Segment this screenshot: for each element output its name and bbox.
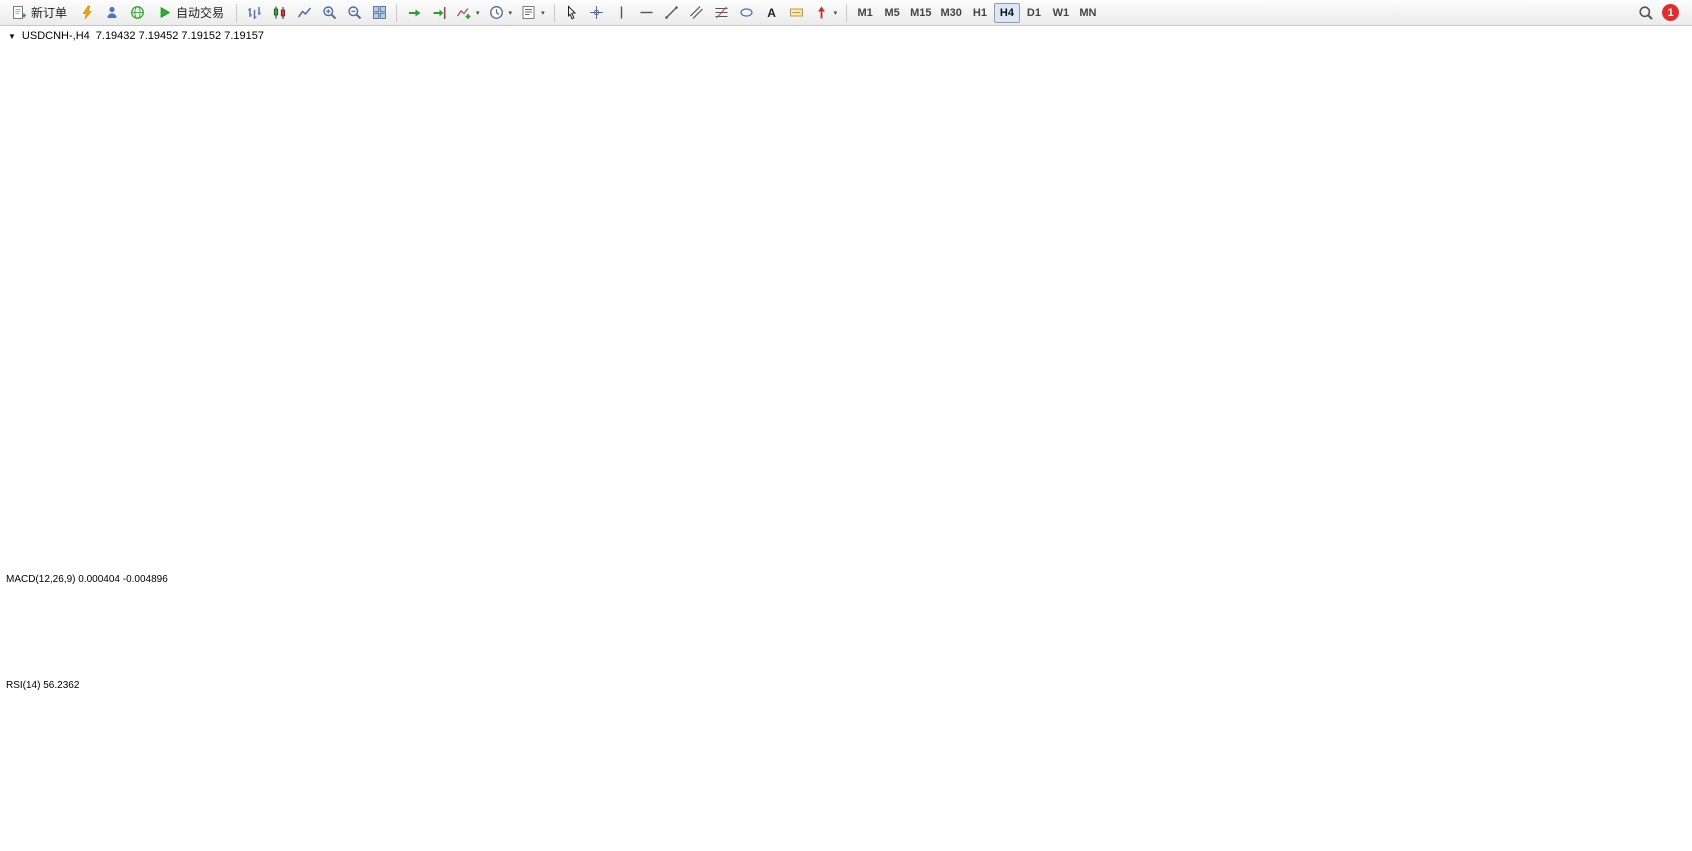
cursor-icon (568, 5, 577, 20)
toolbar-separator (396, 3, 398, 22)
timeframe-m1-button[interactable]: M1 (852, 3, 878, 23)
timeframe-d1-button[interactable]: D1 (1021, 3, 1047, 23)
chart-canvas[interactable] (0, 26, 1692, 851)
new-order-icon (13, 6, 26, 19)
zoom-out-icon (347, 6, 361, 20)
trendline-button[interactable] (660, 2, 684, 24)
channel-button[interactable] (685, 2, 709, 24)
trendline-icon (665, 6, 678, 19)
chart-window: ▼ USDCNH-,H4 7.19432 7.19452 7.19152 7.1… (0, 26, 1692, 851)
new-order-label: 新订单 (31, 6, 68, 20)
vertical-line-button[interactable] (610, 2, 634, 24)
bar-chart-button[interactable] (242, 2, 266, 24)
toolbar: 新订单 自动交易 ▾ ▾ ▾ A ▾ M1 M5 M15 M30 H1 H4 D… (0, 0, 1692, 26)
cursor-button[interactable] (560, 2, 584, 24)
templates-button[interactable]: ▾ (517, 2, 549, 24)
shapes-button[interactable] (735, 2, 759, 24)
tile-windows-icon (372, 6, 386, 19)
label-icon (790, 8, 804, 17)
candlestick-chart-icon (273, 6, 285, 19)
rsi-indicator-label: RSI(14) 56.2362 (6, 680, 80, 691)
chart-ohlc-values: 7.19432 7.19452 7.19152 7.19157 (95, 30, 264, 42)
zoom-in-button[interactable] (317, 2, 341, 24)
one-click-trading-arrow[interactable]: ▼ (8, 31, 16, 41)
crosshair-button[interactable] (585, 2, 609, 24)
label-button[interactable] (785, 2, 809, 24)
search-icon (1638, 6, 1653, 20)
periods-icon (489, 6, 503, 19)
auto-scroll-button[interactable] (402, 2, 426, 24)
timeframe-m15-button[interactable]: M15 (906, 3, 935, 23)
candlestick-chart-button[interactable] (267, 2, 291, 24)
timeframe-m30-button[interactable]: M30 (937, 3, 966, 23)
timeframe-m5-button[interactable]: M5 (879, 3, 905, 23)
chevron-down-icon: ▾ (476, 9, 480, 17)
shapes-icon (740, 8, 753, 17)
timeframe-h1-button[interactable]: H1 (967, 3, 993, 23)
timeframe-w1-button[interactable]: W1 (1048, 3, 1074, 23)
zoom-in-icon (322, 6, 336, 20)
auto-scroll-icon (408, 9, 421, 17)
toolbar-separator (236, 3, 238, 22)
chevron-down-icon: ▾ (541, 9, 545, 17)
globe-icon (130, 6, 144, 19)
svg-text:A: A (767, 6, 776, 20)
horizontal-line-icon (640, 11, 653, 14)
lightning-icon (82, 5, 92, 20)
globe-button[interactable] (125, 2, 149, 24)
bar-chart-icon (247, 7, 261, 19)
chevron-down-icon: ▾ (833, 9, 838, 17)
indicators-button[interactable]: ▾ (452, 2, 484, 24)
chevron-down-icon: ▾ (508, 9, 513, 17)
text-icon: A (767, 6, 776, 20)
chart-shift-icon (433, 7, 446, 19)
chart-title: ▼ USDCNH-,H4 7.19432 7.19452 7.19152 7.1… (8, 30, 264, 42)
timeframe-h4-button[interactable]: H4 (993, 2, 1020, 23)
timeframe-mn-button[interactable]: MN (1075, 3, 1101, 23)
toolbar-separator (846, 3, 848, 22)
tile-windows-button[interactable] (367, 2, 391, 24)
macd-indicator-label: MACD(12,26,9) 0.000404 -0.004896 (6, 574, 168, 585)
new-order-button[interactable]: 新订单 (5, 2, 74, 24)
indicators-icon (456, 8, 471, 19)
chart-shift-button[interactable] (427, 2, 451, 24)
arrows-button[interactable]: ▾ (810, 2, 842, 24)
chart-symbol-period: USDCNH-,H4 (21, 30, 90, 42)
search-button[interactable] (1633, 2, 1657, 24)
horizontal-line-button[interactable] (635, 2, 659, 24)
zoom-out-button[interactable] (342, 2, 366, 24)
crosshair-icon (590, 6, 604, 19)
autotrading-label: 自动交易 (176, 6, 225, 20)
lightning-button[interactable] (75, 2, 99, 24)
trader-button[interactable] (100, 2, 124, 24)
fibonacci-button[interactable] (710, 2, 734, 24)
vertical-line-icon (620, 6, 623, 19)
arrows-icon (817, 6, 825, 19)
notification-badge[interactable]: 1 (1662, 4, 1679, 21)
templates-icon (522, 6, 535, 19)
trader-icon (107, 6, 117, 18)
autotrading-play-icon (160, 6, 171, 19)
line-chart-button[interactable] (292, 2, 316, 24)
toolbar-separator (553, 3, 555, 22)
autotrading-button[interactable]: 自动交易 (150, 2, 231, 24)
text-button[interactable]: A (760, 2, 784, 24)
fibonacci-icon (715, 6, 728, 19)
line-chart-icon (297, 7, 311, 18)
channel-icon (690, 6, 704, 19)
periods-button[interactable]: ▾ (485, 2, 517, 24)
